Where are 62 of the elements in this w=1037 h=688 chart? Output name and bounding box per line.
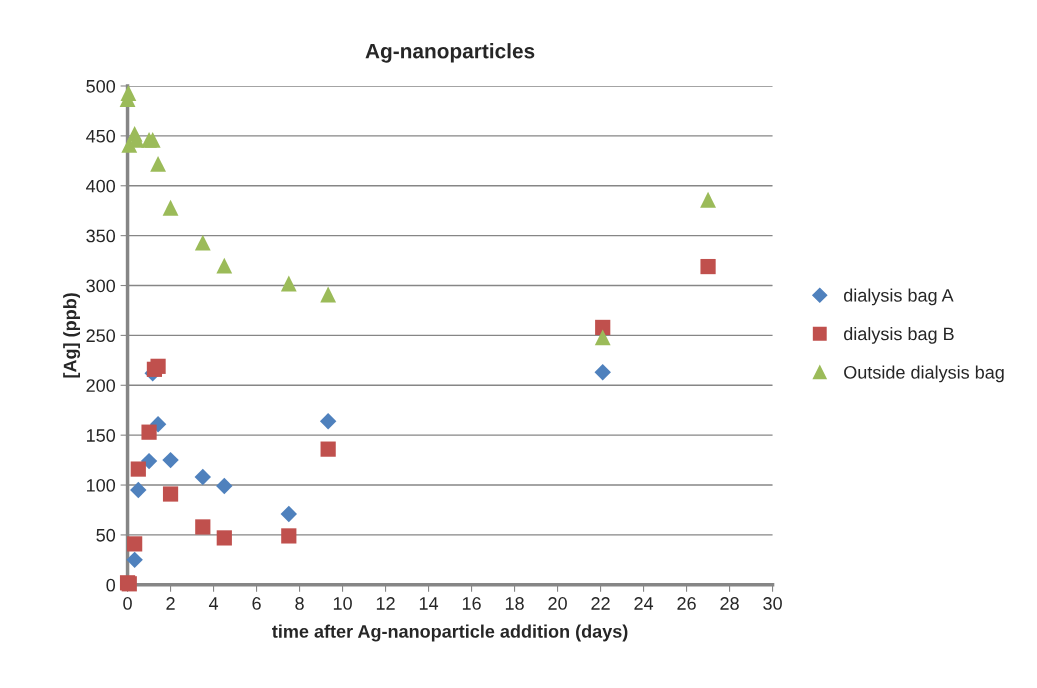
point [130,481,147,499]
point [150,155,166,172]
x-tick-label: 8 [295,597,304,610]
point [281,528,297,544]
point [700,258,716,275]
point [216,530,232,546]
x-tick-label: 0 [123,597,132,610]
y-tick-label: 0 [106,578,116,592]
x-tick-label: 10 [333,597,352,610]
y-axis-title: [Ag] (ppb) [63,293,81,378]
y-tick-label: 300 [86,279,116,293]
x-tick-label: 6 [252,597,261,610]
chart-title: Ag-nanoparticles [365,43,535,63]
point [594,364,611,381]
point [319,412,337,430]
x-tick-label: 20 [548,597,567,610]
point [141,424,157,440]
point [216,257,233,274]
y-tick-label: 500 [86,79,116,93]
y-tick-label: 350 [86,229,116,243]
x-tick-label: 14 [419,597,439,610]
x-tick-label: 16 [462,597,481,610]
point [216,477,233,495]
point [595,319,611,336]
x-tick-label: 12 [376,597,395,610]
y-tick-label: 250 [86,329,116,343]
legend-label: Outside dialysis bag [844,365,1004,383]
y-tick-label: 400 [86,179,116,193]
x-tick-label: 24 [634,597,654,610]
point [130,461,146,477]
point [150,358,166,374]
point [120,85,137,101]
point [195,519,211,535]
point [126,551,143,569]
legend-label: dialysis bag B [844,326,954,344]
point [162,199,179,216]
y-tick-label: 50 [96,528,116,542]
x-tick-label: 30 [763,597,782,610]
point [280,505,298,523]
point [127,536,143,552]
point [144,131,161,148]
x-tick-label: 2 [166,597,175,610]
point [700,191,716,208]
point [280,275,297,292]
x-tick-label: 4 [208,597,219,610]
legend-label: dialysis bag A [844,288,954,306]
point [594,329,611,346]
x-tick-label: 26 [677,597,696,610]
point [162,486,179,502]
point [320,441,336,457]
x-axis-title: time after Ag-nanoparticle addition (days) [272,624,628,642]
point [162,451,179,469]
y-tick-label: 150 [87,429,116,442]
point [194,234,211,251]
y-tick-label: 200 [86,379,116,392]
x-tick-label: 18 [505,597,524,610]
x-tick-label: 22 [591,597,610,610]
x-tick-label: 28 [720,597,739,610]
y-tick-label: 450 [86,129,116,143]
point [194,468,212,486]
y-tick-label: 100 [87,478,116,492]
point [320,286,337,303]
